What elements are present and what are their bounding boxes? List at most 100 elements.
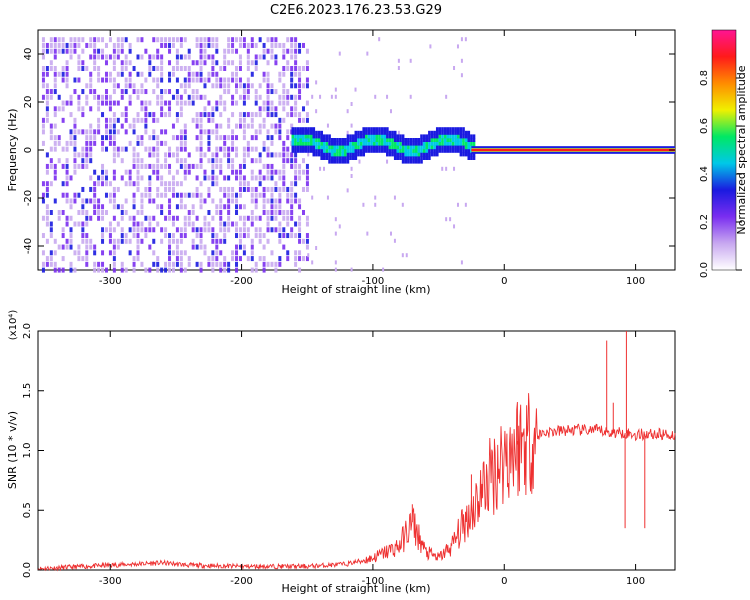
heatmap-cell (227, 146, 231, 152)
heatmap-cell (77, 163, 81, 169)
heatmap-cell (156, 221, 160, 227)
heatmap-cell (396, 156, 400, 160)
heatmap-cell (235, 204, 239, 210)
heatmap-cell (203, 77, 207, 83)
heatmap-cell (328, 152, 331, 157)
heatmap-cell (467, 148, 471, 153)
heatmap-cell (211, 66, 215, 71)
heatmap-cell (191, 77, 195, 83)
heatmap-cell (334, 260, 337, 265)
heatmap-cell (294, 169, 298, 175)
heatmap-cell (456, 148, 460, 153)
heatmap-cell (258, 83, 262, 89)
heatmap-cell (362, 148, 366, 153)
heatmap-cell (266, 210, 270, 215)
heatmap-cell (391, 141, 394, 146)
heatmap-cell (116, 83, 120, 89)
heatmap-cell (407, 148, 410, 153)
heatmap-cell (344, 156, 347, 160)
heatmap-cell (81, 186, 85, 192)
heatmap-cell (211, 267, 215, 273)
heatmap-cell (41, 42, 45, 48)
heatmap-cell (160, 192, 164, 198)
heatmap-cell (152, 163, 156, 169)
snr-x-tick-label: -100 (362, 576, 385, 587)
heatmap-cell (199, 129, 203, 135)
heatmap-cell (73, 163, 77, 169)
heatmap-cell (140, 71, 144, 77)
heatmap-cell (69, 261, 73, 267)
heatmap-cell (231, 146, 235, 152)
heatmap-cell (195, 60, 199, 66)
heatmap-cell (203, 215, 207, 221)
heatmap-cell (112, 117, 116, 123)
heatmap-cell (101, 100, 105, 106)
heatmap-cell (195, 42, 199, 48)
heatmap-cell (334, 94, 337, 99)
heatmap-cell (370, 145, 373, 150)
heatmap-cell (242, 175, 246, 181)
heatmap-cell (112, 146, 116, 152)
heatmap-cell (179, 135, 183, 141)
heatmap-cell (136, 221, 140, 227)
heatmap-cell (41, 71, 45, 77)
heatmap-cell (235, 250, 239, 256)
heatmap-cell (160, 71, 164, 77)
heatmap-cell (120, 238, 124, 244)
heatmap-cell (451, 145, 455, 150)
heatmap-cell (409, 148, 413, 153)
heatmap-cell (323, 141, 326, 146)
heatmap-cell (246, 66, 250, 71)
heatmap-cell (238, 60, 242, 66)
heatmap-cell (396, 138, 400, 142)
heatmap-cell (250, 210, 254, 215)
heatmap-cell (148, 244, 152, 250)
heatmap-cell (45, 83, 49, 89)
heatmap-cell (65, 198, 69, 204)
heatmap-cell (69, 112, 73, 118)
heatmap-cell (199, 54, 203, 60)
heatmap-cell (290, 94, 294, 100)
heatmap-cell (132, 152, 136, 158)
heatmap-cell (378, 127, 381, 132)
heatmap-cell (219, 135, 223, 141)
heatmap-cell (274, 129, 278, 135)
heatmap-cell (393, 152, 397, 157)
heatmap-cell (320, 130, 323, 135)
heatmap-cell (404, 148, 408, 153)
heatmap-cell (399, 134, 402, 139)
heatmap-cell (227, 89, 231, 95)
heatmap-cell (171, 66, 175, 71)
heatmap-cell (223, 54, 227, 60)
heatmap-cell (231, 71, 235, 77)
heatmap-cell (124, 117, 128, 123)
heatmap-cell (207, 100, 211, 106)
heatmap-cell (231, 169, 235, 175)
heatmap-cell (112, 186, 116, 192)
heatmap-cell (175, 135, 179, 141)
heatmap-cell (294, 94, 298, 100)
heatmap-cell (409, 58, 412, 63)
heatmap-cell (446, 141, 450, 146)
heatmap-cell (454, 141, 457, 146)
heatmap-cell (254, 175, 258, 181)
heatmap-cell (101, 204, 105, 210)
heatmap-cell (144, 267, 148, 273)
heatmap-cell (179, 83, 183, 89)
heatmap-cell (250, 198, 254, 204)
heatmap-cell (199, 238, 203, 244)
heatmap-cell (258, 123, 262, 129)
heatmap-cell (262, 244, 266, 250)
heatmap-cell (341, 148, 344, 153)
heatmap-cell (456, 127, 460, 132)
heatmap-cell (211, 129, 215, 135)
heatmap-cell (128, 215, 132, 221)
heatmap-cell (250, 37, 254, 43)
heatmap-cell (290, 123, 294, 129)
heatmap-y-label: Frequency (Hz) (6, 109, 19, 192)
heatmap-cell (132, 215, 136, 221)
heatmap-cell (136, 169, 140, 175)
heatmap-cell (101, 77, 105, 83)
heatmap-cell (97, 123, 101, 129)
heatmap-cell (65, 140, 69, 146)
